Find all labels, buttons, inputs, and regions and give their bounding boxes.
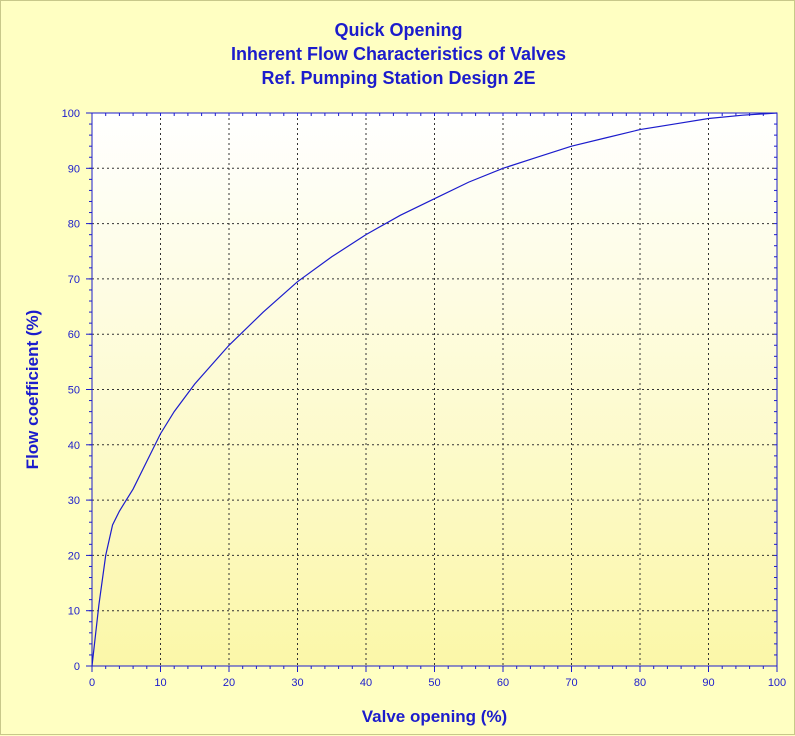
x-tick-label: 90 bbox=[702, 677, 714, 689]
chart-title-line-2: Inherent Flow Characteristics of Valves bbox=[230, 44, 567, 64]
x-tick-label: 0 bbox=[89, 677, 95, 689]
y-tick-label: 10 bbox=[68, 606, 80, 618]
chart-title-line-3: Ref. Pumping Station Design 2E bbox=[261, 68, 536, 88]
y-tick-label: 80 bbox=[68, 219, 80, 231]
y-tick-label: 90 bbox=[68, 163, 80, 175]
chart-title-line-1: Quick Opening bbox=[334, 20, 463, 40]
y-tick-label: 60 bbox=[68, 329, 80, 341]
flow-curve bbox=[91, 112, 778, 667]
y-tick-label: 100 bbox=[62, 108, 80, 120]
x-tick-label: 10 bbox=[154, 677, 166, 689]
y-tick-label: 40 bbox=[68, 440, 80, 452]
x-tick-label: 70 bbox=[565, 677, 577, 689]
y-tick-label: 0 bbox=[74, 661, 80, 673]
y-tick-label: 70 bbox=[68, 274, 80, 286]
x-tick-label: 60 bbox=[497, 677, 509, 689]
grid-lines bbox=[92, 113, 777, 666]
x-tick-label: 20 bbox=[223, 677, 235, 689]
x-tick-label: 30 bbox=[291, 677, 303, 689]
x-tick-labels: 0 10 20 30 40 50 60 70 80 90 100 bbox=[89, 677, 786, 689]
x-axis-label: Valve opening (%) bbox=[362, 707, 507, 726]
y-tick-label: 20 bbox=[68, 550, 80, 562]
y-tick-label: 30 bbox=[68, 495, 80, 507]
plot-border bbox=[91, 112, 778, 667]
x-tick-label: 40 bbox=[360, 677, 372, 689]
x-tick-label: 50 bbox=[428, 677, 440, 689]
y-tick-label: 50 bbox=[68, 385, 80, 397]
y-axis-label: Flow coefficient (%) bbox=[23, 310, 42, 470]
x-tick-label: 100 bbox=[768, 677, 786, 689]
x-tick-label: 80 bbox=[634, 677, 646, 689]
y-tick-labels: 0 10 20 30 40 50 60 70 80 90 100 bbox=[62, 108, 80, 673]
